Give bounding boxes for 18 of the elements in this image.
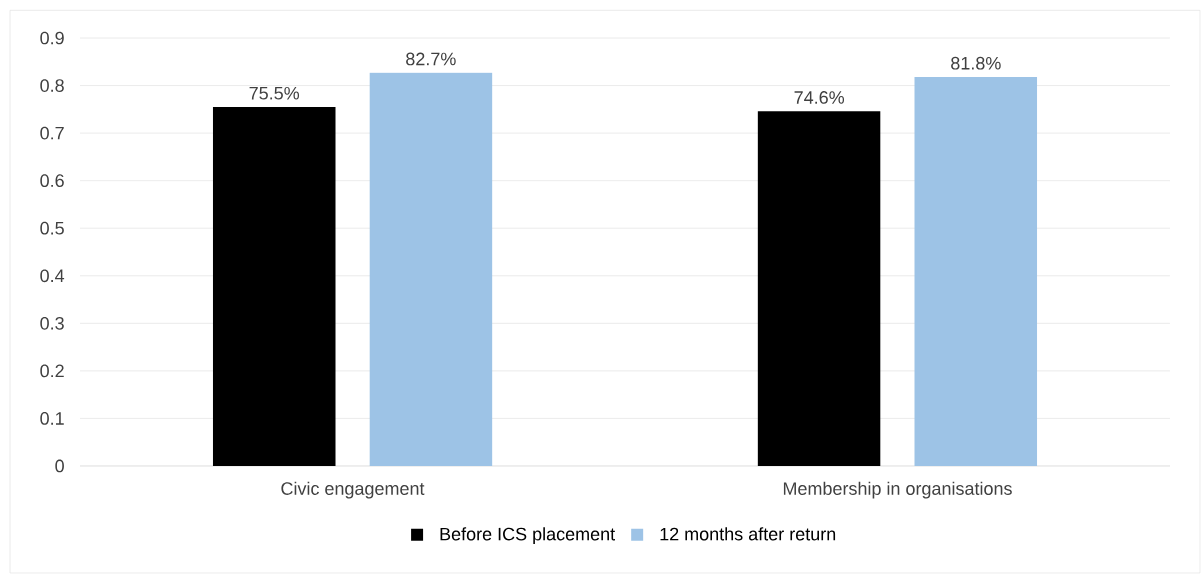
legend-label: 12 months after return [660, 527, 836, 541]
legend-label: Before ICS placement [440, 527, 615, 545]
y-tick-label: 0.2 [40, 364, 64, 378]
y-tick-label: 0 [55, 459, 64, 473]
data-label: 74.6% [794, 91, 845, 104]
y-tick-label: 0.8 [40, 79, 64, 92]
data-label: 82.7% [406, 52, 456, 66]
y-tick-label: 0.6 [40, 174, 64, 188]
y-tick-label: 0.4 [40, 269, 65, 283]
y-tick-label: 0.9 [40, 31, 64, 45]
data-label: 81.8% [951, 56, 1001, 70]
y-tick-label: 0.1 [40, 412, 64, 425]
y-tick-label: 0.7 [40, 126, 64, 140]
data-label: 75.5% [249, 86, 300, 100]
x-tick-label: Civic engagement [281, 481, 425, 499]
x-tick-label: Membership in organisations [783, 481, 1012, 499]
y-tick-label: 0.5 [40, 221, 64, 235]
y-tick-label: 0.3 [40, 316, 64, 330]
